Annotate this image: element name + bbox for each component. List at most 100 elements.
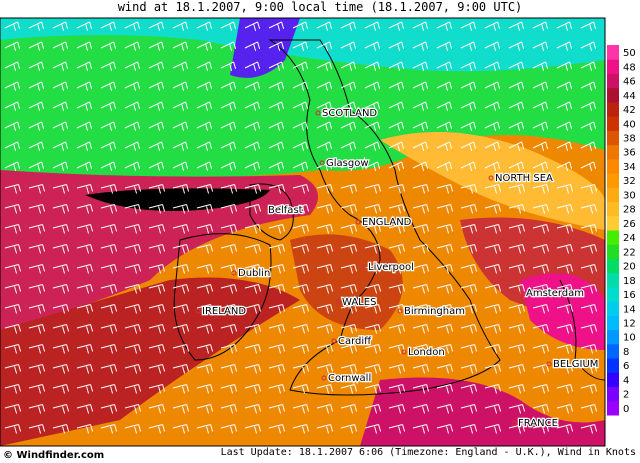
wind-barb [580, 184, 598, 194]
wind-barb [196, 424, 214, 434]
wind-barb [340, 21, 357, 32]
wind-barb [556, 384, 574, 394]
legend-swatch [607, 87, 619, 103]
wind-barb [148, 21, 165, 32]
wind-barb [220, 384, 238, 394]
wind-barb [532, 264, 550, 274]
wind-barb [292, 424, 310, 434]
wind-barb [148, 141, 165, 152]
wind-barb [124, 384, 142, 394]
wind-barb [508, 244, 526, 254]
coast-continent [559, 279, 605, 381]
legend-label: 22 [623, 247, 636, 258]
wind-barb [28, 161, 45, 172]
wind-barb [412, 404, 430, 414]
wind-barb [388, 224, 406, 234]
wind-barb [316, 304, 334, 314]
wind-barb [52, 224, 70, 234]
legend-swatch [607, 130, 619, 146]
wind-barb [196, 324, 214, 334]
wind-barb [364, 324, 382, 334]
wind-barb [52, 384, 70, 394]
wind-barb [364, 21, 381, 32]
wind-barb [244, 424, 262, 434]
wind-barb [28, 141, 45, 152]
wind-barb [412, 41, 429, 52]
wind-barb [196, 224, 214, 234]
wind-barb [124, 424, 142, 434]
wind-barb [52, 244, 70, 254]
wind-barb [244, 304, 262, 314]
wind-barb [436, 344, 454, 354]
wind-barb [292, 41, 309, 52]
wind-barb [388, 284, 406, 294]
wind-barb [580, 121, 597, 132]
legend-swatch [607, 400, 619, 416]
wind-barb [412, 364, 430, 374]
legend-label: 38 [623, 134, 636, 145]
wind-barb [124, 264, 142, 274]
wind-barb [268, 161, 285, 172]
wind-barb [196, 161, 213, 172]
wind-barb [364, 121, 381, 132]
wind-barb [508, 184, 526, 194]
zone-magenta [0, 170, 318, 330]
wind-barb [460, 101, 477, 112]
wind-barb [196, 404, 214, 414]
legend-swatch [607, 187, 619, 203]
wind-barb [364, 184, 382, 194]
wind-barb [556, 264, 574, 274]
wind-barb [292, 204, 310, 214]
wind-barb [4, 384, 22, 394]
wind-barb [196, 101, 213, 112]
wind-barb [172, 41, 189, 52]
wind-barb [100, 81, 117, 92]
wind-barb [172, 324, 190, 334]
wind-barb [532, 244, 550, 254]
wind-barb [4, 41, 21, 52]
wind-barb [292, 224, 310, 234]
wind-barb [316, 324, 334, 334]
wind-barb [460, 81, 477, 92]
wind-barb [508, 404, 526, 414]
wind-barb [532, 344, 550, 354]
legend-swatch [607, 258, 619, 274]
wind-barb [148, 41, 165, 52]
legend-swatch [607, 158, 619, 174]
wind-barb [508, 384, 526, 394]
wind-barb [436, 304, 454, 314]
wind-barb [52, 424, 70, 434]
wind-barb [532, 404, 550, 414]
wind-barb [316, 244, 334, 254]
wind-barb [508, 61, 525, 72]
wind-barb [220, 61, 237, 72]
wind-barb [484, 244, 502, 254]
place-label: WALES [342, 297, 376, 308]
wind-barb [52, 161, 69, 172]
place-label: Birmingham [404, 306, 465, 317]
wind-barb [244, 344, 262, 354]
wind-barb [436, 101, 453, 112]
wind-barb [508, 224, 526, 234]
wind-barb [364, 61, 381, 72]
wind-barb [52, 184, 70, 194]
wind-barb [76, 344, 94, 354]
wind-barb [316, 61, 333, 72]
wind-barb [172, 304, 190, 314]
wind-barb [412, 264, 430, 274]
wind-barb [244, 204, 262, 214]
wind-barb [388, 121, 405, 132]
wind-barb [340, 344, 358, 354]
wind-barb [292, 304, 310, 314]
wind-barb [316, 81, 333, 92]
wind-barb [244, 284, 262, 294]
wind-barb [148, 384, 166, 394]
wind-barb [556, 364, 574, 374]
wind-barb [268, 284, 286, 294]
wind-barb [124, 344, 142, 354]
wind-barb [508, 344, 526, 354]
wind-barb [364, 364, 382, 374]
wind-barb [508, 81, 525, 92]
legend-label: 48 [623, 62, 636, 73]
legend-swatch [607, 386, 619, 402]
